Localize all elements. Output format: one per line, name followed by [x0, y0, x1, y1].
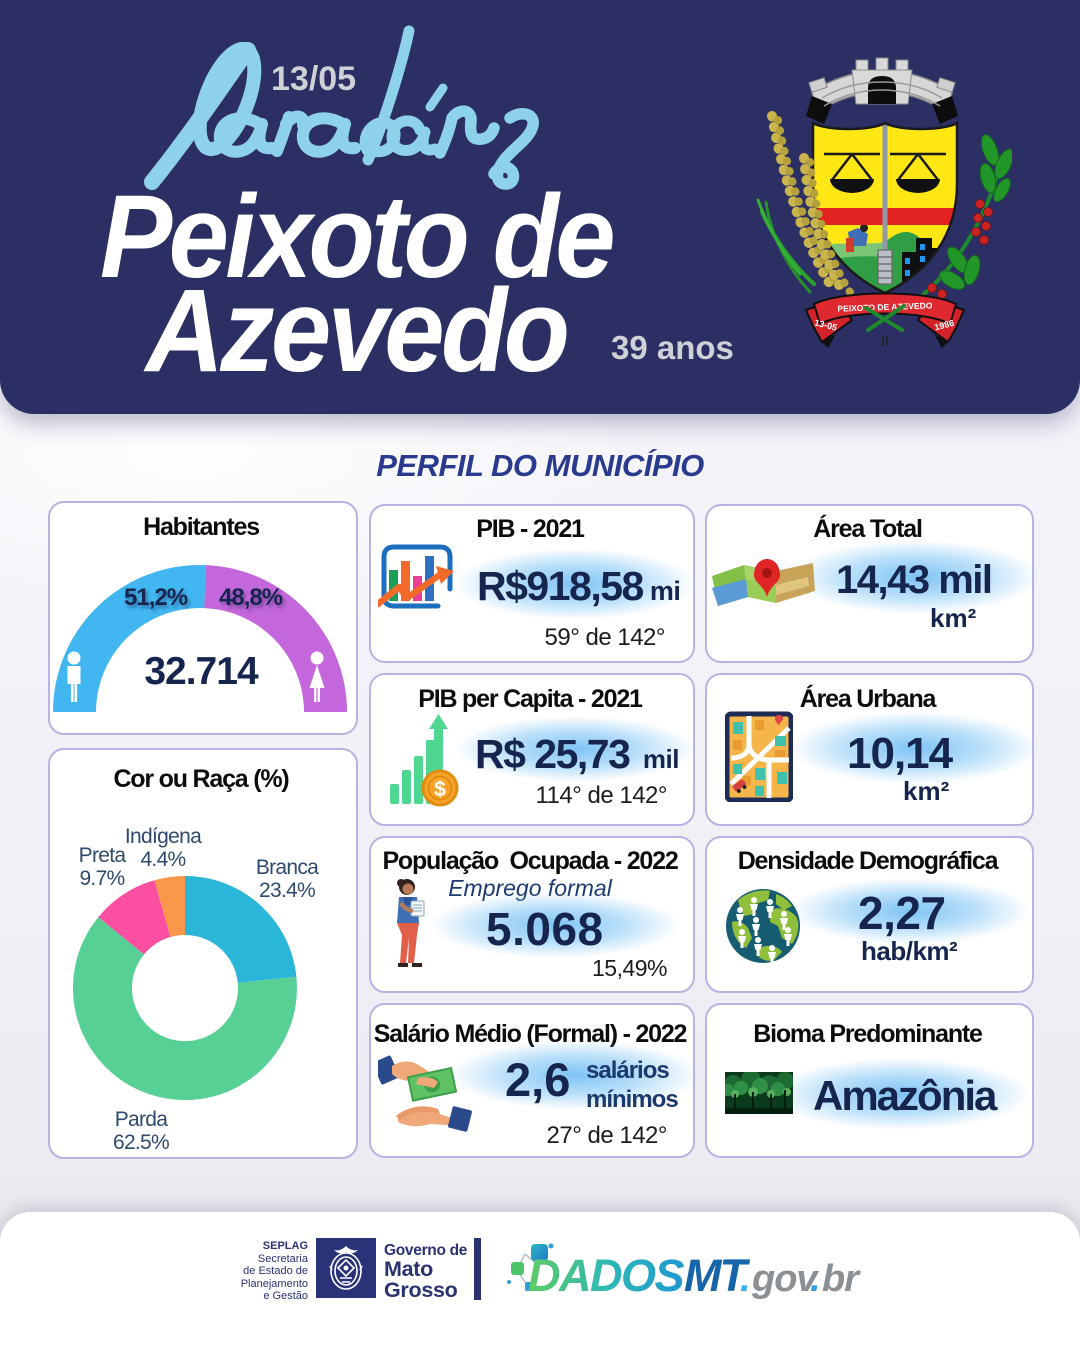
svg-text:.: . [810, 1258, 821, 1300]
svg-text:MT: MT [684, 1250, 750, 1301]
svg-text:1986: 1986 [933, 318, 955, 333]
svg-text:br: br [822, 1258, 861, 1300]
svg-text:DADOS: DADOS [528, 1250, 684, 1301]
svg-text:$: $ [434, 778, 446, 801]
svg-text:PEIXOTO DE AZEVEDO: PEIXOTO DE AZEVEDO [837, 300, 933, 313]
svg-text:gov: gov [751, 1258, 819, 1300]
svg-text:.: . [740, 1258, 751, 1300]
